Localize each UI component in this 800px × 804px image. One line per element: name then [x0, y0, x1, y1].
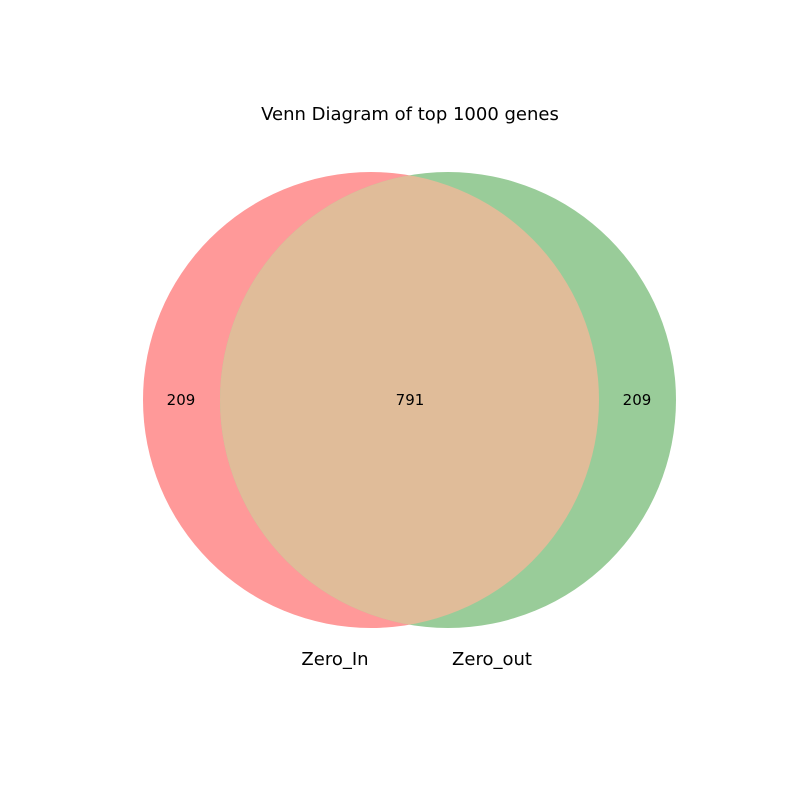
set-label-zero-out: Zero_out [452, 649, 532, 670]
count-zero-out-only: 209 [623, 391, 652, 409]
intersection-region [220, 172, 599, 628]
diagram-title: Venn Diagram of top 1000 genes [261, 104, 559, 125]
count-intersection: 791 [396, 391, 425, 409]
count-zero-in-only: 209 [167, 391, 196, 409]
set-label-zero-in: Zero_In [301, 649, 368, 670]
